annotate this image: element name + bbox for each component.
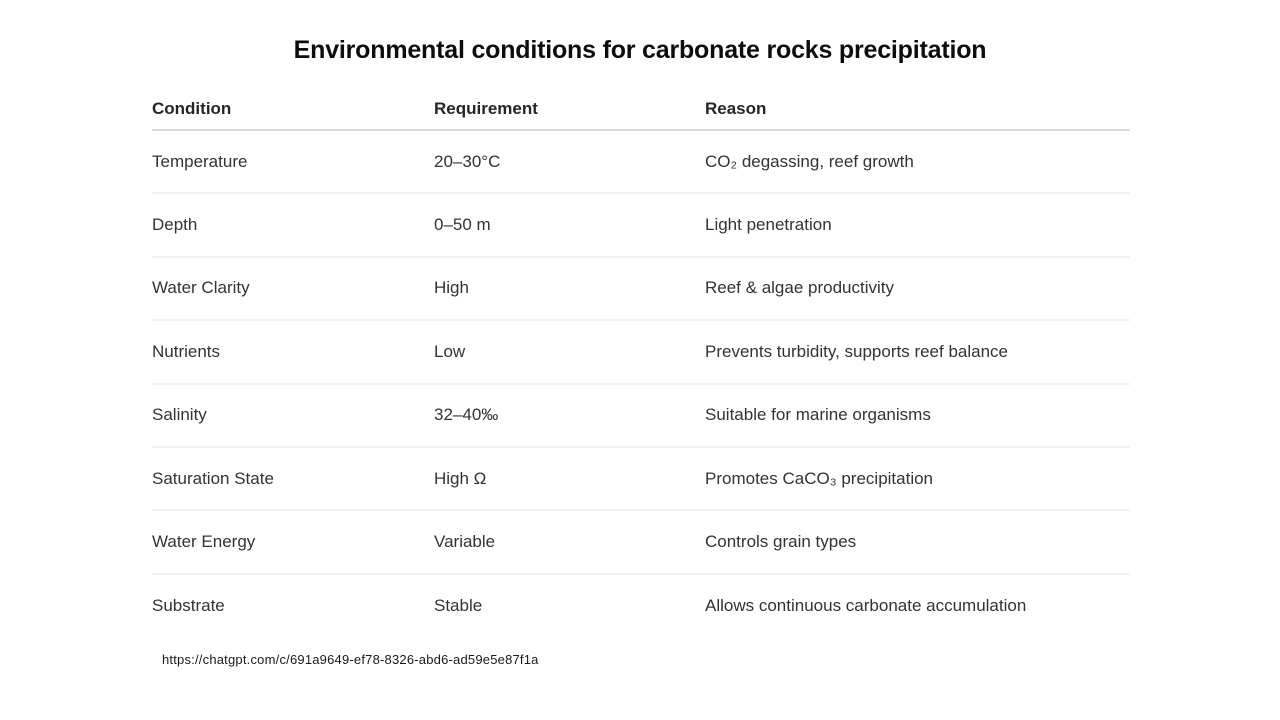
- requirement-cell: High: [434, 278, 469, 298]
- condition-cell: Salinity: [152, 405, 207, 425]
- column-header-requirement: Requirement: [434, 99, 538, 118]
- table-row: Water Energy Variable Controls grain typ…: [152, 511, 1130, 575]
- column-header-condition: Condition: [152, 99, 232, 118]
- table-row: Substrate Stable Allows continuous carbo…: [152, 575, 1130, 638]
- condition-cell: Water Clarity: [152, 278, 250, 298]
- condition-cell: Water Energy: [152, 532, 256, 552]
- table-row: Nutrients Low Prevents turbidity, suppor…: [152, 321, 1130, 385]
- source-url-text: https://chatgpt.com/c/691a9649-ef78-8326…: [162, 652, 539, 667]
- page-title: Environmental conditions for carbonate r…: [293, 36, 987, 64]
- reason-cell: Allows continuous carbonate accumulation: [705, 596, 1027, 616]
- reason-cell: Prevents turbidity, supports reef balanc…: [705, 341, 1009, 361]
- reason-cell: Suitable for marine organisms: [705, 405, 931, 425]
- table-row: Depth 0–50 m Light penetration: [152, 194, 1130, 258]
- requirement-cell: 20–30°C: [434, 151, 501, 171]
- requirement-cell: 32–40‰: [434, 405, 499, 425]
- reason-cell: Reef & algae productivity: [705, 278, 894, 298]
- table-row: Saturation State High Ω Promotes CaCO₃ p…: [152, 448, 1130, 512]
- requirement-cell: High Ω: [434, 468, 487, 488]
- requirement-cell: Stable: [434, 596, 483, 616]
- condition-cell: Substrate: [152, 596, 225, 616]
- requirement-cell: 0–50 m: [434, 215, 491, 235]
- condition-cell: Nutrients: [152, 341, 221, 361]
- conditions-table: Condition Requirement Reason Temperature…: [152, 89, 1130, 638]
- table-header-row: Condition Requirement Reason: [152, 89, 1130, 131]
- requirement-cell: Low: [434, 341, 466, 361]
- reason-cell: Promotes CaCO₃ precipitation: [705, 468, 934, 488]
- table-row: Water Clarity High Reef & algae producti…: [152, 258, 1130, 322]
- table-row: Temperature 20–30°C CO₂ degassing, reef …: [152, 131, 1130, 195]
- condition-cell: Depth: [152, 215, 198, 235]
- reason-cell: Controls grain types: [705, 532, 857, 552]
- condition-cell: Temperature: [152, 151, 248, 171]
- reason-cell: Light penetration: [705, 215, 832, 235]
- reason-cell: CO₂ degassing, reef growth: [705, 151, 914, 171]
- table-row: Salinity 32–40‰ Suitable for marine orga…: [152, 385, 1130, 448]
- requirement-cell: Variable: [434, 532, 496, 552]
- column-header-reason: Reason: [705, 99, 767, 118]
- condition-cell: Saturation State: [152, 468, 274, 488]
